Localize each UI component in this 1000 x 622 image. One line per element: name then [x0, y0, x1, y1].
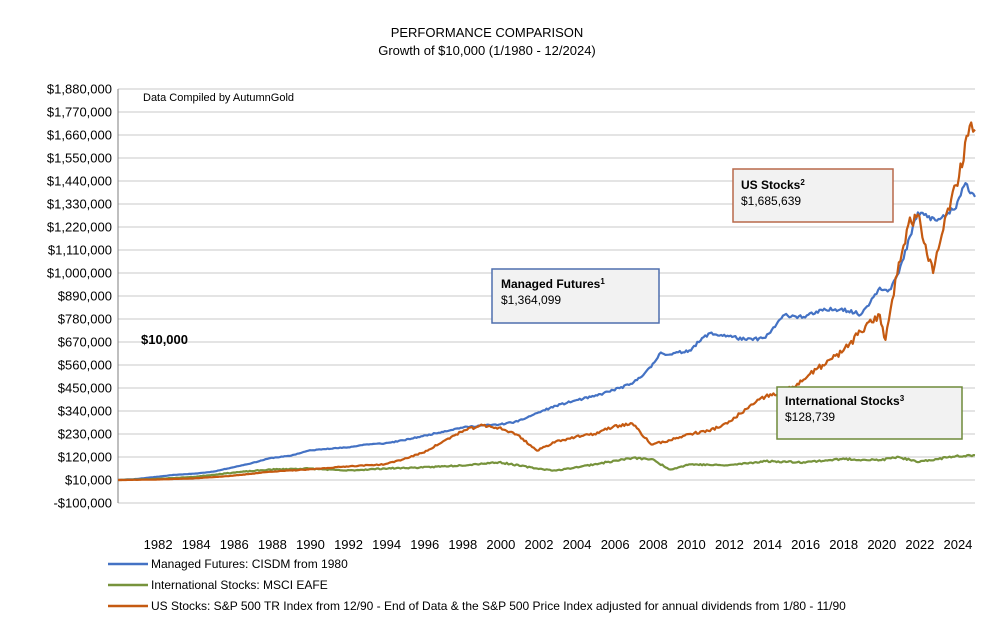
x-tick-label: 2004	[563, 537, 592, 552]
x-tick-label: 1992	[334, 537, 363, 552]
start-value-label: $10,000	[141, 332, 188, 347]
y-tick-label: $1,110,000	[48, 243, 112, 258]
series-lines	[117, 121, 976, 482]
x-tick-label: 2018	[829, 537, 858, 552]
x-tick-label: 2008	[639, 537, 668, 552]
x-tick-label: 1988	[258, 537, 287, 552]
legend-item-international-stocks: International Stocks: MSCI EAFE	[108, 578, 328, 592]
x-tick-label: 1986	[220, 537, 249, 552]
callout-us-stocks-title: US Stocks2	[741, 178, 805, 192]
callout-international-stocks: International Stocks3 $128,739	[776, 386, 963, 440]
x-tick-label: 2000	[486, 537, 515, 552]
x-tick-label: 2024	[943, 537, 972, 552]
data-source-note: Data Compiled by AutumnGold	[143, 92, 294, 104]
x-tick-label: 2006	[601, 537, 630, 552]
series-international-stocks	[118, 453, 976, 482]
y-tick-label: $1,220,000	[47, 220, 112, 235]
y-tick-label: $10,000	[65, 473, 112, 488]
y-tick-label: $1,550,000	[47, 151, 112, 166]
y-tick-label: $1,770,000	[47, 105, 112, 120]
x-tick-label: 2020	[867, 537, 896, 552]
callout-us-stocks: US Stocks2 $1,685,639	[732, 168, 894, 223]
y-tick-label: $890,000	[58, 289, 112, 304]
series-us-stocks	[118, 121, 976, 482]
x-tick-label: 1990	[296, 537, 325, 552]
legend-label-international-stocks: International Stocks: MSCI EAFE	[151, 578, 328, 592]
y-tick-label: $1,440,000	[47, 174, 112, 189]
x-tick-label: 1982	[144, 537, 173, 552]
callout-managed-futures: Managed Futures1 $1,364,099	[491, 268, 660, 324]
legend-item-managed-futures: Managed Futures: CISDM from 1980	[108, 557, 348, 571]
chart-title: PERFORMANCE COMPARISON	[391, 25, 584, 40]
y-tick-label: $450,000	[58, 381, 112, 396]
callout-managed-futures-title: Managed Futures1	[501, 277, 605, 291]
legend-label-managed-futures: Managed Futures: CISDM from 1980	[151, 557, 348, 571]
y-tick-label: $780,000	[58, 312, 112, 327]
callout-international-stocks-value: $128,739	[785, 410, 835, 424]
y-tick-label: $230,000	[58, 427, 112, 442]
y-tick-label: $560,000	[58, 358, 112, 373]
legend-label-us-stocks: US Stocks: S&P 500 TR Index from 12/90 -…	[151, 599, 846, 613]
legend: Managed Futures: CISDM from 1980 Interna…	[108, 557, 846, 613]
x-tick-label: 2022	[905, 537, 934, 552]
x-tick-label: 1998	[448, 537, 477, 552]
y-tick-label: $1,660,000	[47, 128, 112, 143]
y-tick-label: -$100,000	[53, 496, 112, 511]
x-tick-label: 1994	[372, 537, 401, 552]
callout-international-stocks-title: International Stocks3	[785, 394, 905, 408]
y-tick-label: $1,330,000	[47, 197, 112, 212]
y-axis-tick-labels: -$100,000 $10,000 $120,000 $230,000 $340,000…	[47, 82, 112, 511]
legend-item-us-stocks: US Stocks: S&P 500 TR Index from 12/90 -…	[108, 599, 846, 613]
x-tick-label: 2012	[715, 537, 744, 552]
callout-us-stocks-value: $1,685,639	[741, 194, 801, 208]
x-tick-label: 2002	[525, 537, 554, 552]
x-tick-label: 2016	[791, 537, 820, 552]
callout-managed-futures-value: $1,364,099	[501, 293, 561, 307]
y-tick-label: $1,880,000	[47, 82, 112, 97]
series-managed-futures	[117, 182, 976, 482]
x-tick-label: 2010	[677, 537, 706, 552]
chart-subtitle: Growth of $10,000 (1/1980 - 12/2024)	[378, 43, 596, 58]
x-axis-tick-labels: 1982 1984 1986 1988 1990 1992 1994 1996 1998 2000…	[144, 537, 973, 552]
y-tick-label: $340,000	[58, 404, 112, 419]
x-tick-label: 1984	[182, 537, 211, 552]
y-tick-label: $120,000	[58, 450, 112, 465]
y-tick-label: $670,000	[58, 335, 112, 350]
x-tick-label: 1996	[410, 537, 439, 552]
y-tick-label: $1,000,000	[47, 266, 112, 281]
x-tick-label: 2014	[753, 537, 782, 552]
